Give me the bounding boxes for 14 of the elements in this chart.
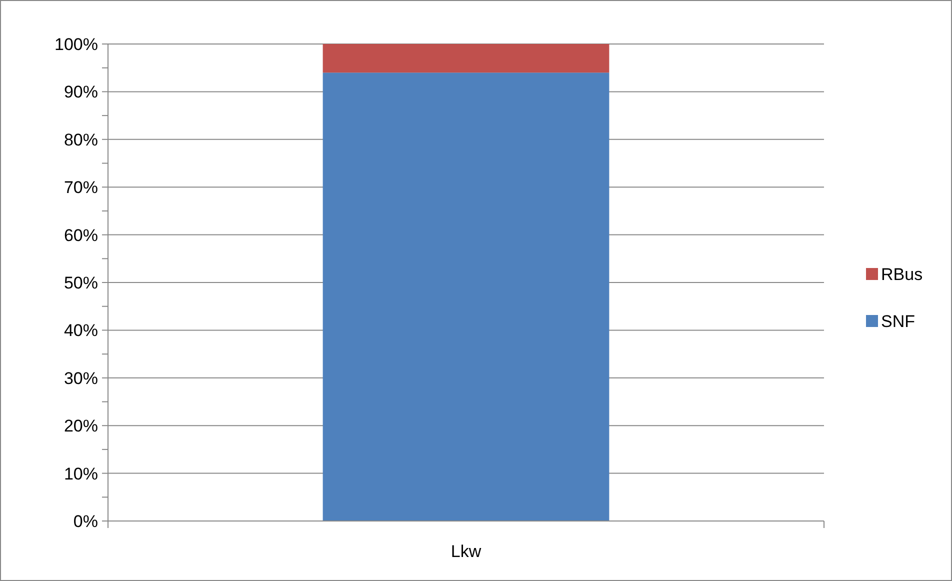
- legend-label: SNF: [881, 312, 915, 331]
- y-tick-label: 50%: [64, 273, 98, 292]
- x-tick-label: Lkw: [450, 542, 482, 561]
- y-tick-label: 60%: [64, 226, 98, 245]
- y-tick-label: 40%: [64, 321, 98, 340]
- y-tick-label: 10%: [64, 464, 98, 484]
- y-tick-label: 80%: [64, 130, 98, 150]
- y-tick-label: 70%: [64, 178, 98, 198]
- y-tick-label: 20%: [64, 416, 98, 436]
- y-tick-label: 90%: [64, 82, 98, 102]
- legend-label: RBus: [881, 264, 923, 284]
- y-tick-label: 0%: [73, 512, 98, 531]
- y-tick-label: 30%: [64, 368, 98, 388]
- y-tick-label: 100%: [54, 34, 98, 54]
